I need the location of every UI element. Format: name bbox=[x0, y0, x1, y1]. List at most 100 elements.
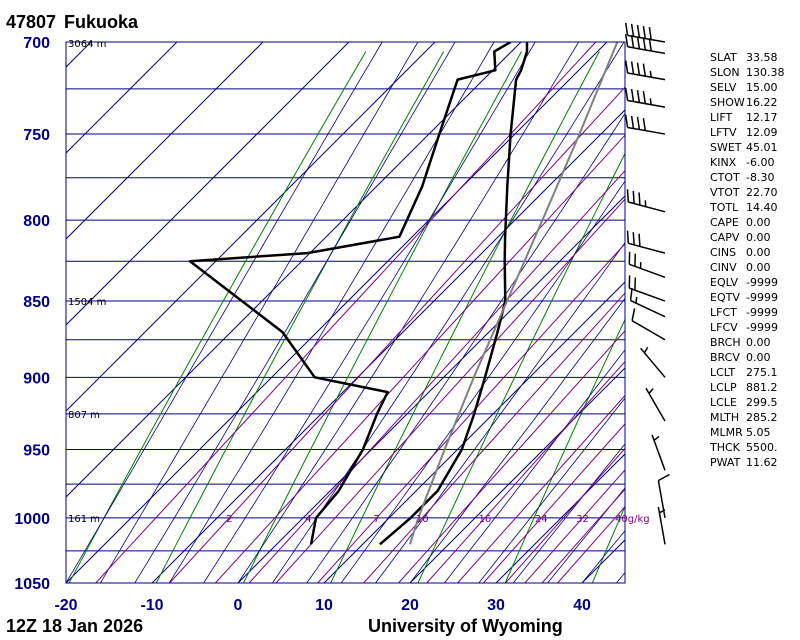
moist-adiabat bbox=[237, 42, 579, 583]
index-key: PWAT bbox=[710, 456, 741, 469]
index-row: CINS 0.00 bbox=[710, 245, 800, 260]
mixing-ratio-line bbox=[505, 447, 625, 583]
index-row: PWAT 11.62 bbox=[710, 455, 800, 470]
parcel-line bbox=[409, 42, 619, 545]
wind-barb bbox=[624, 114, 666, 135]
index-value: -9999 bbox=[746, 306, 778, 319]
moist-adiabat bbox=[409, 297, 625, 583]
wind-barb bbox=[624, 34, 666, 55]
index-row: BRCV 0.00 bbox=[710, 350, 800, 365]
index-value: -8.30 bbox=[746, 171, 775, 184]
wind-barb bbox=[629, 287, 666, 318]
height-label: 3064 m bbox=[68, 39, 106, 50]
moist-adiabat bbox=[444, 349, 625, 583]
mixing-ratio-line bbox=[215, 134, 625, 583]
index-value: -9999 bbox=[746, 291, 778, 304]
index-row: LFCV -9999 bbox=[710, 320, 800, 335]
mixing-ratio-label: 16 bbox=[479, 514, 492, 525]
wind-barb bbox=[657, 506, 666, 545]
index-value: -9999 bbox=[746, 321, 778, 334]
index-row: CAPE 0.00 bbox=[710, 215, 800, 230]
wind-barb bbox=[657, 473, 670, 519]
index-key: SLON bbox=[710, 66, 740, 79]
index-value: 0.00 bbox=[746, 216, 771, 229]
x-tick-label: 10 bbox=[315, 597, 333, 614]
mixing-ratio-line bbox=[398, 330, 625, 583]
wind-barb bbox=[628, 275, 666, 302]
index-row: MLTH 285.2 bbox=[710, 410, 800, 425]
x-tick-label: 30 bbox=[487, 597, 505, 614]
mixing-ratio-line bbox=[426, 360, 625, 583]
indices-table: SLAT 33.58 SLON 130.38 SELV 15.00 SHOW16.22 LIF… bbox=[710, 50, 800, 470]
index-row: LIFT 12.17 bbox=[710, 110, 800, 125]
station-id: 47807 bbox=[6, 12, 57, 32]
mixing-ratio-line bbox=[457, 394, 625, 583]
index-value: 0.00 bbox=[746, 261, 771, 274]
source-credit: University of Wyoming bbox=[368, 616, 563, 636]
mixing-ratio-line bbox=[541, 488, 625, 583]
index-row: EQLV -9999 bbox=[710, 275, 800, 290]
isotherm bbox=[66, 42, 92, 68]
mixing-ratio-label: 24 bbox=[535, 514, 548, 525]
index-row: KINX -6.00 bbox=[710, 155, 800, 170]
isotherm bbox=[66, 42, 436, 412]
moist-adiabat bbox=[134, 42, 456, 583]
y-tick-label: 1000 bbox=[14, 511, 50, 528]
station-name: Fukuoka bbox=[64, 12, 139, 32]
index-key: LIFT bbox=[710, 111, 733, 124]
moist-adiabat bbox=[203, 42, 536, 583]
isotherm bbox=[237, 195, 625, 583]
index-row: SWET 45.01 bbox=[710, 140, 800, 155]
index-key: SLAT bbox=[710, 51, 737, 64]
isotherm bbox=[66, 42, 608, 583]
index-value: 0.00 bbox=[746, 231, 771, 244]
isotherm bbox=[66, 42, 264, 240]
moist-adiabat bbox=[512, 443, 625, 583]
wind-barb bbox=[631, 308, 666, 341]
wind-barb bbox=[628, 251, 666, 279]
index-value: 16.22 bbox=[746, 96, 778, 109]
mixing-ratio-line bbox=[95, 42, 597, 583]
index-key: CINV bbox=[710, 261, 737, 274]
wind-barb bbox=[624, 87, 666, 108]
y-tick-label: 1050 bbox=[14, 576, 50, 593]
index-row: LFTV 12.09 bbox=[710, 125, 800, 140]
wind-barb bbox=[626, 230, 666, 254]
moist-adiabat bbox=[100, 42, 419, 583]
mixing-ratio-line bbox=[169, 86, 625, 583]
mixing-ratio-label: 32 bbox=[576, 514, 589, 525]
index-row: LCLP 881.2 bbox=[710, 380, 800, 395]
index-key: KINX bbox=[710, 156, 737, 169]
index-key: TOTL bbox=[710, 201, 739, 214]
index-key: LFTV bbox=[710, 126, 737, 139]
index-value: 5.05 bbox=[746, 426, 771, 439]
index-value: 15.00 bbox=[746, 81, 778, 94]
index-row: CINV 0.00 bbox=[710, 260, 800, 275]
mixing-ratio-line bbox=[483, 423, 625, 583]
observation-time: 12Z 18 Jan 2026 bbox=[6, 616, 144, 636]
height-label: 1504 m bbox=[68, 297, 106, 308]
mixing-ratio-line bbox=[317, 242, 625, 583]
index-key: BRCH bbox=[710, 336, 741, 349]
index-row: THCK 5500. bbox=[710, 440, 800, 455]
index-key: LFCV bbox=[710, 321, 738, 334]
index-value: 299.5 bbox=[746, 396, 778, 409]
dry-adiabat bbox=[155, 51, 445, 583]
index-value: 0.00 bbox=[746, 246, 771, 259]
plot-frame bbox=[65, 41, 626, 584]
isotherm bbox=[151, 109, 625, 583]
moist-adiabat bbox=[375, 241, 625, 583]
index-row: TOTL 14.40 bbox=[710, 200, 800, 215]
index-value: 14.40 bbox=[746, 201, 778, 214]
moist-adiabat bbox=[340, 180, 625, 583]
index-value: 130.38 bbox=[746, 66, 785, 79]
index-key: BRCV bbox=[710, 351, 740, 364]
index-key: LFCT bbox=[710, 306, 737, 319]
index-key: CAPV bbox=[710, 231, 740, 244]
index-value: -9999 bbox=[746, 276, 778, 289]
index-value: 0.00 bbox=[746, 351, 771, 364]
isotherm bbox=[66, 42, 178, 154]
index-value: 275.1 bbox=[746, 366, 778, 379]
index-row: CTOT -8.30 bbox=[710, 170, 800, 185]
index-key: SWET bbox=[710, 141, 742, 154]
